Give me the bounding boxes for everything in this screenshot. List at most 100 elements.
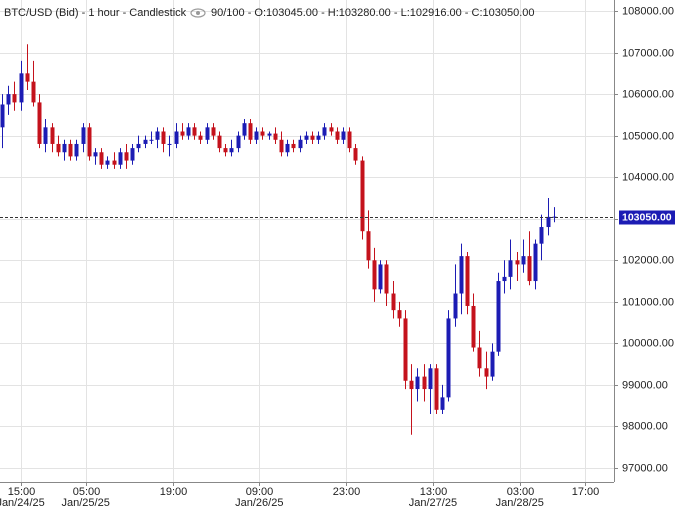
x-tick-label: 03:00 (507, 486, 535, 498)
candle-body (298, 139, 303, 149)
candle-body (322, 127, 327, 136)
candle-body (136, 143, 141, 149)
candle-body (242, 123, 247, 136)
candle-body (316, 135, 321, 140)
candle-body (508, 260, 513, 277)
candle-body (74, 143, 79, 157)
y-tick-label: 100000.00 (622, 337, 674, 349)
x-tick-label: 15:00 (8, 486, 36, 498)
y-tick-label: 98000.00 (622, 420, 668, 432)
candle-body (496, 281, 501, 352)
last-price-label: 103050.00 (622, 211, 672, 223)
candle-body (143, 139, 148, 144)
candle-body (130, 148, 135, 161)
candle-body (465, 256, 470, 306)
candle-body (384, 264, 389, 294)
candle-body (161, 131, 166, 144)
candle-body (273, 133, 278, 140)
candle-body (459, 256, 464, 294)
x-tick-label: 09:00 (246, 486, 274, 498)
candle-body (372, 260, 377, 290)
eye-icon (190, 8, 206, 18)
candle-body (490, 351, 495, 377)
y-tick-label: 104000.00 (622, 171, 674, 183)
candle-body (198, 135, 203, 140)
candle-body (223, 148, 228, 153)
candle-body (112, 160, 117, 165)
candle-body (353, 148, 358, 161)
candle-body (552, 216, 557, 218)
candle-body (118, 152, 123, 165)
candle-body (25, 73, 30, 82)
candle-body (304, 135, 309, 140)
x-tick-label: 23:00 (333, 486, 361, 498)
candle-body (329, 127, 334, 132)
candle-body (105, 160, 110, 165)
x-tick-label: 05:00 (73, 486, 101, 498)
candle-body (62, 143, 67, 153)
candle-body (428, 368, 433, 390)
candle-body (502, 276, 507, 282)
candle-body (360, 160, 365, 232)
candle-body (260, 131, 265, 136)
x-tick-label: 13:00 (420, 486, 448, 498)
candle-body (422, 376, 427, 390)
y-tick-label: 106000.00 (622, 88, 674, 100)
x-tick-label: 19:00 (160, 486, 188, 498)
chart-title: BTC/USD (Bid) - 1 hour - Candlestick (4, 7, 187, 19)
candle-body (546, 216, 551, 228)
candle-body (279, 139, 284, 153)
chart-subtitle: 90/100 - O:103045.00 - H:103280.00 - L:1… (211, 7, 535, 19)
candle-body (378, 264, 383, 290)
candle-body (236, 135, 241, 149)
candle-body (229, 148, 234, 153)
candle-body (0, 104, 5, 128)
candle-body (31, 81, 36, 103)
candle-body (515, 260, 520, 265)
candle-body (217, 135, 222, 149)
candle-body (43, 127, 48, 144)
candle-body (56, 143, 61, 153)
candle-body (81, 127, 86, 144)
x-date-label: Jan/26/25 (235, 497, 283, 508)
y-tick-label: 101000.00 (622, 296, 674, 308)
candle-body (366, 231, 371, 261)
candle-body (267, 133, 272, 136)
candle-body (533, 243, 538, 282)
plot-area (0, 0, 614, 482)
x-date-label: Jan/27/25 (409, 497, 457, 508)
candle-body (93, 152, 98, 157)
candle-body (527, 256, 532, 282)
candle-body (6, 94, 11, 105)
y-tick-label: 107000.00 (622, 47, 674, 59)
candle-body (347, 131, 352, 149)
candle-body (415, 376, 420, 390)
candle-body (205, 127, 210, 140)
candle-body (291, 143, 296, 149)
candle-body (484, 368, 489, 377)
candle-body (211, 127, 216, 136)
candle-body (37, 102, 42, 144)
candle-body (149, 139, 154, 141)
candle-body (440, 397, 445, 410)
candle-body (68, 143, 73, 157)
candle-body (446, 318, 451, 398)
candle-body (539, 227, 544, 244)
candle-body (124, 152, 129, 161)
candle-body (50, 127, 55, 144)
candle-body (335, 131, 340, 140)
candle-body (310, 135, 315, 140)
candle-body (434, 368, 439, 410)
y-tick-label: 102000.00 (622, 254, 674, 266)
candle-body (403, 318, 408, 381)
y-tick-label: 105000.00 (622, 130, 674, 142)
candle-body (521, 256, 526, 265)
candle-body (99, 152, 104, 165)
candle-body (409, 380, 414, 390)
candle-body (397, 310, 402, 319)
last-price-tag (619, 210, 675, 225)
candle-body (391, 293, 396, 311)
candle-body (155, 131, 160, 140)
